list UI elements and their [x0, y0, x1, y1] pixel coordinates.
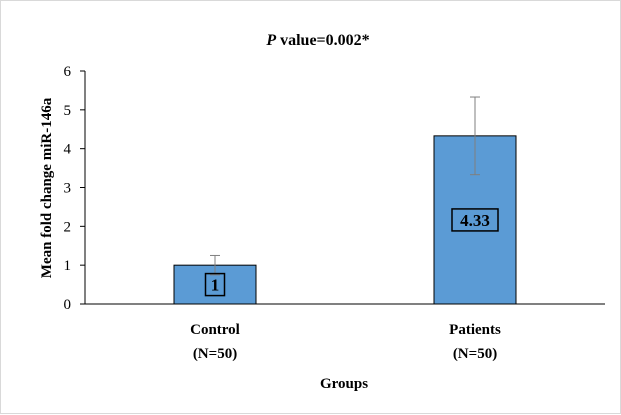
x-tick-label: (N=50) [453, 346, 497, 362]
y-tick-label: 0 [64, 297, 72, 313]
chart-title: P value=0.002* [265, 32, 369, 49]
bars [173, 96, 517, 305]
x-tick-label: Patients [449, 322, 501, 338]
y-tick-label: 2 [64, 219, 72, 235]
y-tick-label: 3 [64, 181, 72, 197]
x-tick-label: (N=50) [193, 346, 237, 362]
data-label-box [204, 272, 226, 297]
data-label: 4.33 [460, 211, 490, 230]
y-tick-label: 4 [64, 142, 72, 158]
x-axis-label: Groups [320, 376, 368, 392]
y-tick-label: 1 [64, 258, 72, 274]
data-labels: 14.33 [204, 208, 499, 297]
y-axis-label: Mean fold change miR-146a [39, 97, 55, 278]
y-tick-label: 5 [64, 103, 72, 119]
y-tick-label: 6 [64, 64, 72, 80]
x-tick-label: Control [190, 322, 240, 338]
data-label-box [451, 208, 499, 232]
data-label: 1 [211, 276, 220, 295]
axes: 0 1 2 3 4 5 6 Control (N=50) Patients (N=50) [64, 64, 605, 362]
